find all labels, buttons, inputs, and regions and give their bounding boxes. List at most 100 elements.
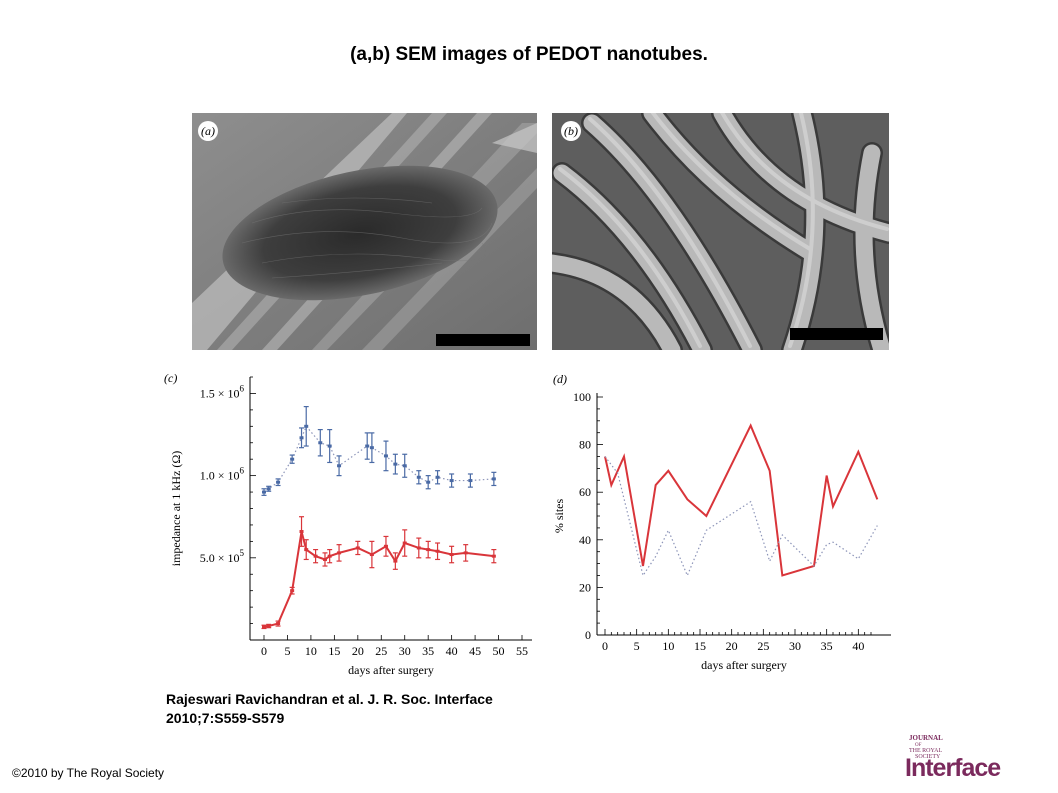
data-point [304, 548, 309, 552]
data-point [435, 475, 440, 479]
series-line [604, 423, 879, 577]
sem-image-a-illustration [192, 113, 537, 350]
x-tick-label: 50 [493, 644, 505, 658]
x-tick-label: 35 [821, 639, 833, 653]
sem-image-b: (b) [552, 113, 889, 350]
series-line [604, 456, 878, 578]
data-point [266, 624, 271, 628]
data-point [383, 454, 388, 458]
data-point [262, 490, 266, 494]
data-point [304, 424, 309, 428]
x-axis-label: days after surgery [348, 663, 434, 677]
interface-logo-icon: JOURNAL OF THE ROYAL SOCIETY Interface [905, 734, 1002, 782]
scale-bar-a [436, 334, 530, 346]
data-point [393, 559, 398, 563]
x-tick-label: 0 [261, 644, 267, 658]
impedance-chart-svg: (c) 5.0 × 105 1.0 × 106 1.5 × 106 0 5 10 15 20 25… [164, 371, 532, 677]
sem-image-b-illustration [552, 113, 889, 350]
data-point [369, 553, 374, 557]
x-tick-label: 5 [634, 639, 640, 653]
impedance-chart: (c) 5.0 × 105 1.0 × 106 1.5 × 106 0 5 10 15 20 25… [160, 365, 540, 685]
x-tick-label: 0 [602, 639, 608, 653]
data-point [355, 546, 360, 550]
x-tick-label: 10 [305, 644, 317, 658]
data-point [276, 622, 281, 626]
data-point [365, 444, 370, 448]
y-axis-label: % sites [552, 499, 566, 534]
data-point [327, 444, 332, 448]
citation: Rajeswari Ravichandran et al. J. R. Soc.… [166, 690, 493, 728]
logo-text: SOCIETY [915, 754, 941, 760]
scale-bar-b [790, 328, 883, 340]
x-tick-label: 5 [284, 644, 290, 658]
panel-label-c: (c) [164, 371, 177, 385]
series-line [263, 531, 494, 628]
copyright-notice: ©2010 by The Royal Society [12, 766, 165, 780]
x-axis-label: days after surgery [701, 658, 787, 672]
logo-text: OF [915, 743, 922, 748]
x-tick-label: 55 [516, 644, 528, 658]
data-point [463, 551, 468, 555]
logo-text: THE ROYAL [909, 748, 942, 754]
data-point [327, 554, 332, 558]
y-tick-label: 5.0 × 105 [200, 548, 245, 565]
data-point [337, 464, 342, 468]
x-tick-label: 15 [328, 644, 340, 658]
x-tick-label: 40 [852, 639, 864, 653]
x-tick-label: 15 [694, 639, 706, 653]
data-point [299, 436, 304, 440]
y-tick-label: 0 [585, 628, 591, 642]
data-point [337, 551, 342, 555]
data-point [393, 462, 398, 466]
data-point [290, 457, 295, 461]
data-point [262, 625, 266, 629]
x-tick-label: 20 [352, 644, 364, 658]
citation-line-1: Rajeswari Ravichandran et al. J. R. Soc.… [166, 691, 493, 707]
x-tick-label: 30 [789, 639, 801, 653]
data-point [318, 441, 323, 445]
data-point [416, 475, 421, 479]
x-tick-label: 45 [469, 644, 481, 658]
panel-label-b: (b) [561, 121, 581, 141]
x-tick-label: 10 [662, 639, 674, 653]
x-tick-label: 30 [399, 644, 411, 658]
x-tick-label: 40 [446, 644, 458, 658]
percent-sites-chart-svg: (d) 0 20 40 60 80 100 0 5 10 15 20 25 30 35 40 days afte… [552, 372, 891, 672]
y-axis-label: impedance at 1 kHz (Ω) [169, 451, 183, 567]
data-point [369, 446, 374, 450]
data-point [276, 480, 281, 484]
y-tick-label: 80 [579, 438, 591, 452]
y-tick-label: 20 [579, 580, 591, 594]
data-point [299, 530, 304, 534]
data-point [426, 480, 431, 484]
logo-text: JOURNAL [909, 734, 943, 742]
y-tick-label: 40 [579, 533, 591, 547]
data-point [426, 548, 431, 552]
x-tick-label: 25 [757, 639, 769, 653]
data-point [491, 477, 496, 481]
data-point [491, 554, 496, 558]
y-tick-label: 100 [573, 390, 591, 404]
data-point [449, 479, 454, 483]
data-point [435, 549, 440, 553]
data-point [266, 487, 271, 491]
percent-sites-chart: (d) 0 20 40 60 80 100 0 5 10 15 20 25 30 35 40 days afte… [545, 365, 905, 685]
y-tick-label: 60 [579, 485, 591, 499]
sem-image-a: (a) [192, 113, 537, 350]
data-point [402, 464, 407, 468]
panel-label-a: (a) [198, 121, 218, 141]
panel-label-d: (d) [553, 372, 567, 386]
page-title: (a,b) SEM images of PEDOT nanotubes. [350, 44, 708, 65]
data-point [449, 553, 454, 557]
data-point [402, 541, 407, 545]
x-tick-label: 35 [422, 644, 434, 658]
data-point [322, 557, 327, 561]
x-tick-label: 20 [726, 639, 738, 653]
journal-logo: JOURNAL OF THE ROYAL SOCIETY Interface [905, 732, 1015, 782]
data-point [383, 544, 388, 548]
y-tick-label: 1.5 × 106 [200, 383, 245, 400]
x-tick-label: 25 [375, 644, 387, 658]
data-point [468, 479, 473, 483]
logo-text: Interface [905, 754, 1001, 780]
citation-line-2: 2010;7:S559-S579 [166, 710, 285, 726]
